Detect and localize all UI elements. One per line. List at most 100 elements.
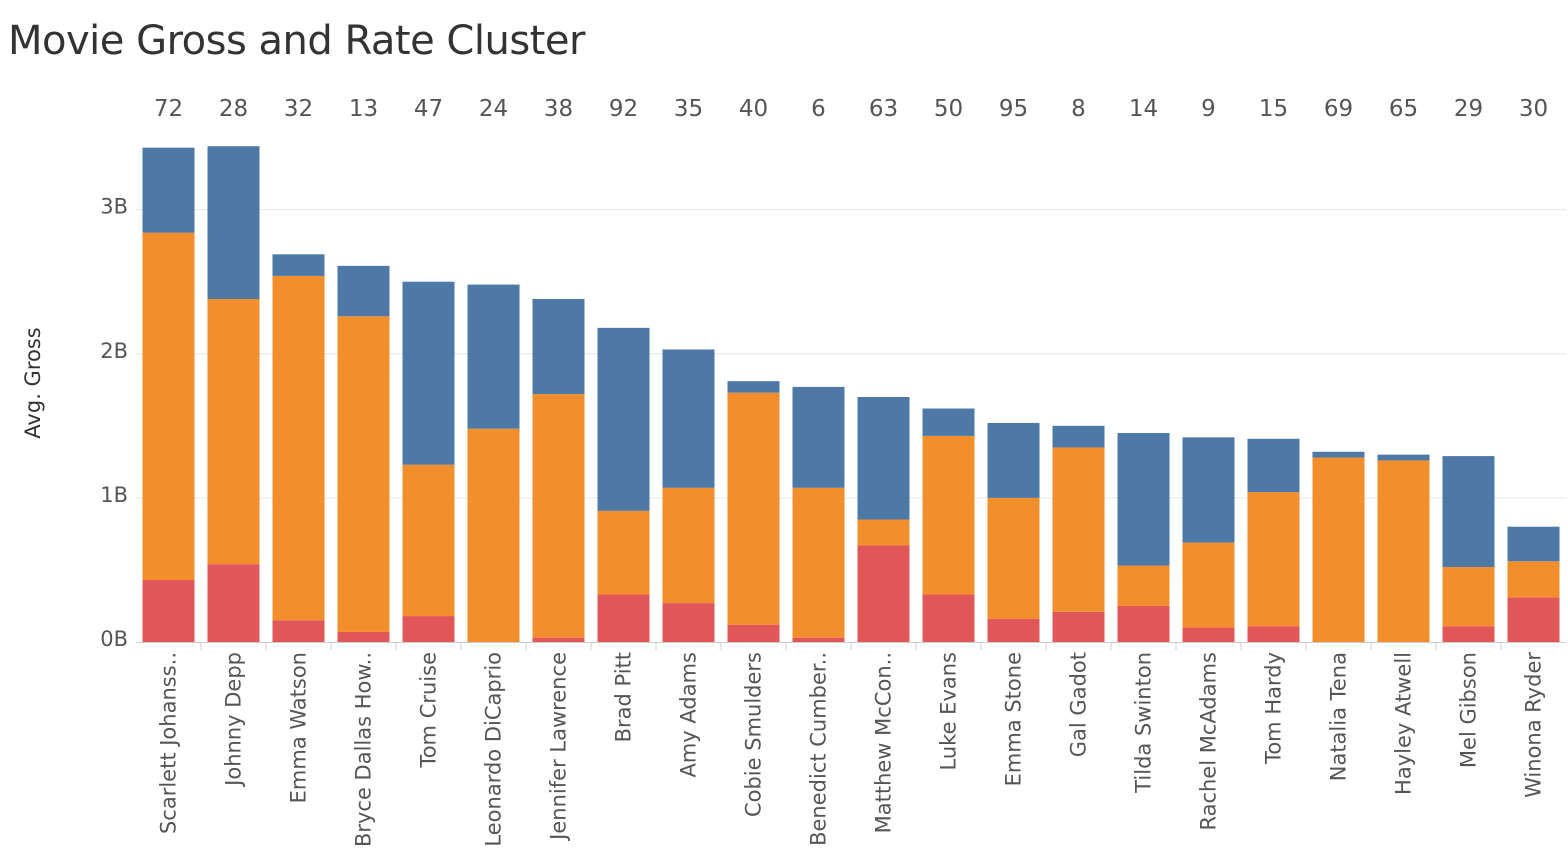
- bar-segment[interactable]: [272, 275, 325, 621]
- bar-segment[interactable]: [792, 487, 845, 638]
- bar-segment[interactable]: [857, 397, 910, 520]
- bar-segment[interactable]: [1442, 456, 1495, 568]
- x-tick-label: Hayley Atwell: [1392, 652, 1416, 795]
- bar-segment[interactable]: [922, 408, 975, 436]
- bar-segment[interactable]: [1507, 561, 1560, 598]
- bar-segment[interactable]: [467, 284, 520, 429]
- bar-segment[interactable]: [1182, 542, 1235, 628]
- bar-segment[interactable]: [597, 510, 650, 595]
- bar-segment[interactable]: [1052, 447, 1105, 612]
- x-tick-label: Jennifer Lawrence: [547, 652, 571, 842]
- bar-segment[interactable]: [662, 603, 715, 642]
- bar-segment[interactable]: [792, 386, 845, 488]
- bar-top-label: 13: [349, 96, 378, 122]
- bar-top-label: 47: [414, 96, 443, 122]
- bar-segment[interactable]: [142, 147, 195, 233]
- bar-segment[interactable]: [1117, 605, 1170, 642]
- x-tick-label: Leonardo DiCaprio: [482, 652, 506, 847]
- bar-segment[interactable]: [272, 620, 325, 642]
- bar-segment[interactable]: [337, 316, 390, 632]
- bar-segment[interactable]: [337, 265, 390, 317]
- bar-segment[interactable]: [1377, 454, 1430, 461]
- x-tick-label: Luke Evans: [937, 652, 961, 770]
- bar-segment[interactable]: [1052, 425, 1105, 448]
- bar-segment[interactable]: [1247, 626, 1300, 642]
- bar-segment[interactable]: [467, 428, 520, 642]
- bar-segment[interactable]: [662, 487, 715, 604]
- bar-segment[interactable]: [857, 545, 910, 642]
- bar-segment[interactable]: [1507, 526, 1560, 562]
- x-tick-label: Cobie Smulders: [742, 652, 766, 817]
- bar-top-label: 92: [609, 96, 638, 122]
- y-tick-label: 1B: [100, 483, 128, 507]
- bar-segment[interactable]: [1442, 567, 1495, 627]
- bar-top-label: 28: [219, 96, 248, 122]
- bar-segment[interactable]: [857, 519, 910, 546]
- bar-segment[interactable]: [727, 392, 780, 625]
- bar-top-labels: 72 28 32 13 47 24 38 92 35 40 6 63 50 95 8 14 9 15 69 65 29 3…: [154, 96, 1548, 122]
- bar-segment[interactable]: [337, 631, 390, 642]
- bar-segment[interactable]: [207, 564, 260, 642]
- x-tick-label: Tom Cruise: [417, 652, 441, 769]
- bar-top-label: 65: [1389, 96, 1418, 122]
- bar-top-label: 69: [1324, 96, 1353, 122]
- bar-segment[interactable]: [597, 594, 650, 642]
- bars: [142, 146, 1560, 642]
- bar-segment[interactable]: [1182, 437, 1235, 543]
- bar-top-label: 63: [869, 96, 898, 122]
- bar-top-label: 9: [1201, 96, 1216, 122]
- bar-segment[interactable]: [207, 146, 260, 299]
- bar-top-label: 95: [999, 96, 1028, 122]
- bar-segment[interactable]: [1117, 565, 1170, 606]
- bar-segment[interactable]: [987, 497, 1040, 619]
- bar-segment[interactable]: [792, 637, 845, 642]
- y-tick-label: 3B: [100, 195, 128, 219]
- bar-top-label: 6: [811, 96, 826, 122]
- y-tick-label: 0B: [100, 627, 128, 651]
- bar-segment[interactable]: [1312, 457, 1365, 642]
- x-tick-label: Benedict Cumber..: [807, 652, 831, 846]
- x-axis: Scarlett Johanss.. Johnny Depp Emma Watson…: [136, 642, 1566, 847]
- bar-top-label: 8: [1071, 96, 1086, 122]
- x-tick-label: Bryce Dallas How..: [352, 652, 376, 847]
- x-tick-label: Emma Watson: [287, 652, 311, 803]
- bar-segment[interactable]: [272, 254, 325, 276]
- bar-segment[interactable]: [922, 594, 975, 642]
- bar-segment[interactable]: [532, 394, 585, 638]
- bar-segment[interactable]: [532, 637, 585, 642]
- bar-top-label: 15: [1259, 96, 1288, 122]
- bar-segment[interactable]: [402, 616, 455, 642]
- x-tick-label: Gal Gadot: [1067, 652, 1091, 757]
- bar-segment[interactable]: [1052, 611, 1105, 642]
- bar-segment[interactable]: [207, 299, 260, 565]
- bar-segment[interactable]: [1117, 433, 1170, 566]
- bar-segment[interactable]: [402, 281, 455, 465]
- bar-top-label: 40: [739, 96, 768, 122]
- bar-segment[interactable]: [727, 381, 780, 393]
- bar-segment[interactable]: [142, 580, 195, 642]
- bar-segment[interactable]: [1377, 460, 1430, 642]
- bar-segment[interactable]: [597, 327, 650, 511]
- x-tick-label: Winona Ryder: [1522, 652, 1546, 798]
- bar-top-label: 50: [934, 96, 963, 122]
- bar-segment[interactable]: [922, 435, 975, 595]
- bar-segment[interactable]: [987, 618, 1040, 642]
- bar-segment[interactable]: [1182, 627, 1235, 642]
- bar-segment[interactable]: [662, 349, 715, 488]
- bar-top-label: 38: [544, 96, 573, 122]
- x-tick-label: Brad Pitt: [612, 652, 636, 742]
- bar-segment[interactable]: [1442, 626, 1495, 642]
- x-tick-label: Tilda Swinton: [1132, 652, 1156, 794]
- bar-segment[interactable]: [532, 299, 585, 395]
- x-tick-label: Johnny Depp: [222, 652, 246, 788]
- bar-segment[interactable]: [1312, 451, 1365, 458]
- bar-segment[interactable]: [987, 422, 1040, 498]
- bar-segment[interactable]: [142, 232, 195, 581]
- bar-segment[interactable]: [1247, 492, 1300, 627]
- bar-segment[interactable]: [1507, 597, 1560, 642]
- bar-segment[interactable]: [402, 464, 455, 617]
- x-tick-label: Matthew McCon..: [872, 652, 896, 833]
- bar-segment[interactable]: [1247, 438, 1300, 493]
- bar-segment[interactable]: [727, 624, 780, 642]
